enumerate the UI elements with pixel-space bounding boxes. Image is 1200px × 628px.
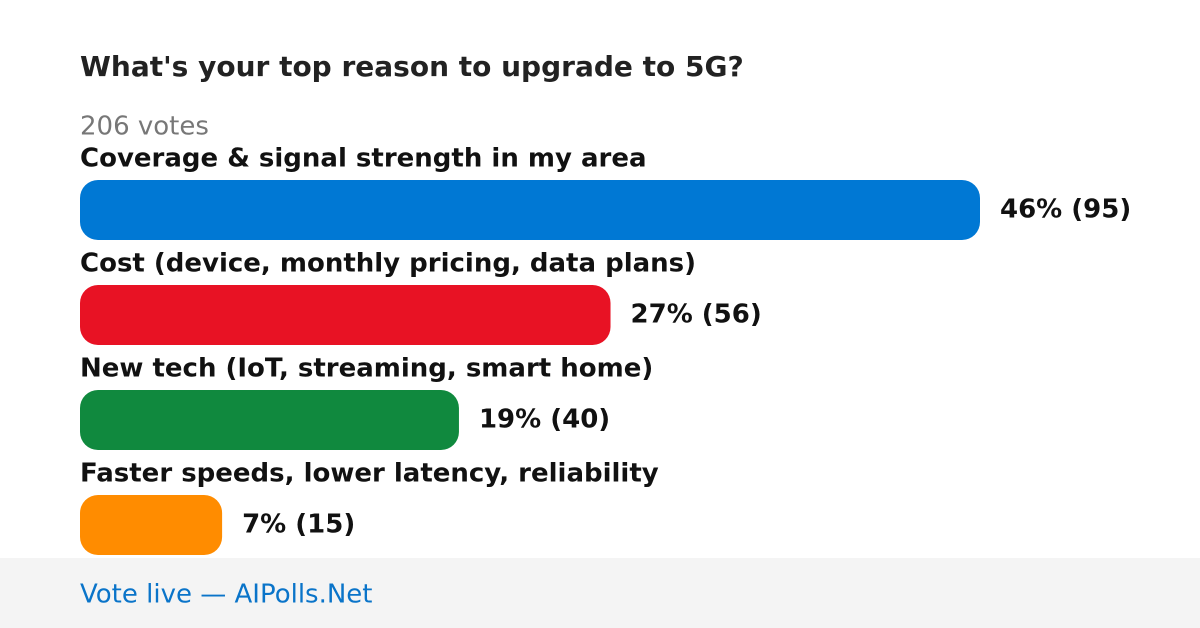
bar xyxy=(80,390,459,450)
value-label: 46% (95) xyxy=(1000,195,1131,225)
bar xyxy=(80,495,223,555)
footer-link[interactable]: Vote live — AIPolls.Net xyxy=(80,580,373,610)
bar xyxy=(80,285,611,345)
footer-bar xyxy=(0,558,1200,628)
value-label: 19% (40) xyxy=(479,405,610,435)
option-label: Faster speeds, lower latency, reliabilit… xyxy=(80,459,659,489)
poll-title: What's your top reason to upgrade to 5G? xyxy=(80,50,744,83)
option-label: New tech (IoT, streaming, smart home) xyxy=(80,354,653,384)
bar xyxy=(80,180,980,240)
value-label: 27% (56) xyxy=(631,300,762,330)
value-label: 7% (15) xyxy=(242,510,355,540)
vote-count: 206 votes xyxy=(80,112,209,142)
option-label: Cost (device, monthly pricing, data plan… xyxy=(80,249,696,279)
option-label: Coverage & signal strength in my area xyxy=(80,144,647,174)
